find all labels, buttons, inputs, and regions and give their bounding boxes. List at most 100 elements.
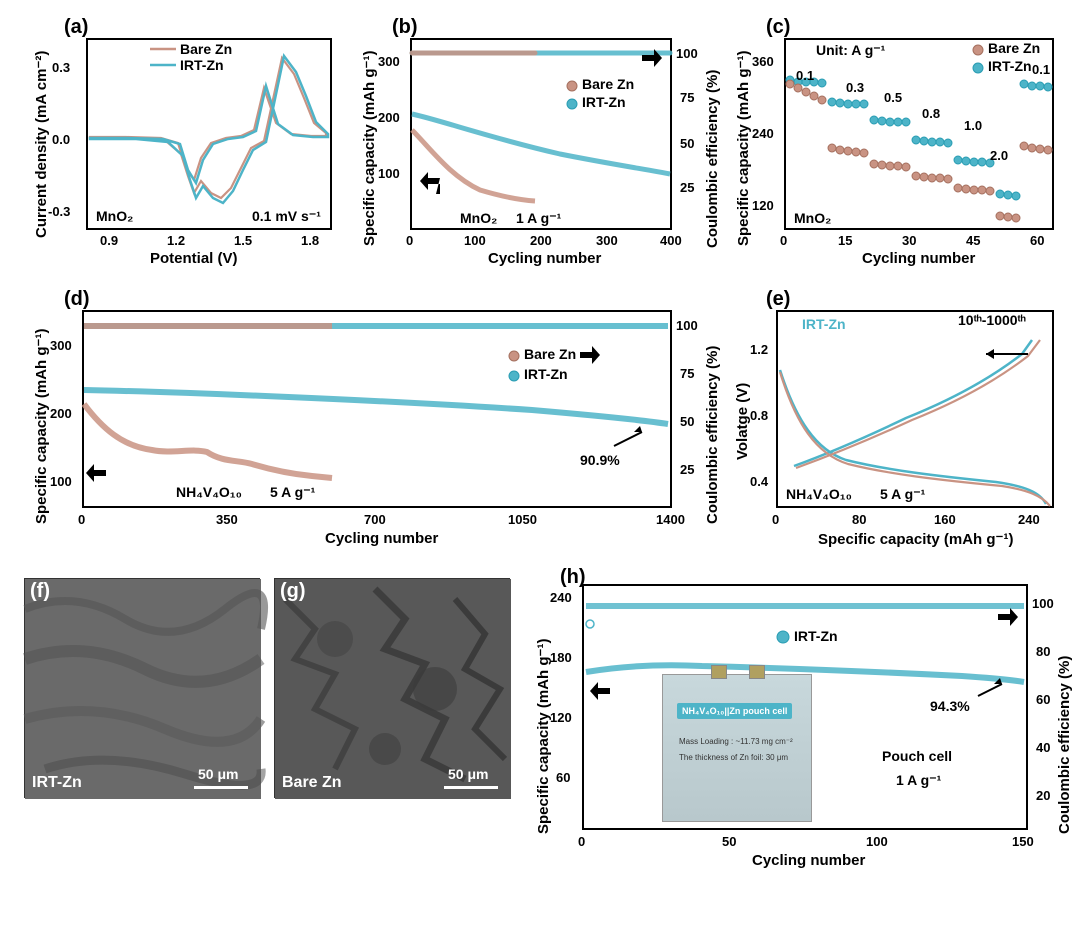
panel-c-xtick: 45 (966, 233, 980, 248)
panel-d-legend-irt: IRT-Zn (524, 366, 568, 382)
panel-e-ytick: 0.4 (750, 474, 768, 489)
panel-e-xtick: 0 (772, 512, 779, 527)
panel-b-xtick: 400 (660, 233, 682, 248)
panel-a-legend-line1 (150, 48, 176, 51)
panel-e-rate: 5 A g⁻¹ (880, 486, 925, 503)
panel-d-ytick: 300 (50, 338, 72, 353)
panel-d-y2tick: 50 (680, 414, 694, 429)
panel-a-xtick: 1.8 (301, 233, 319, 248)
pouch-title: NH₄V₄O₁₀||Zn pouch cell (677, 703, 792, 719)
panel-c-xtick: 15 (838, 233, 852, 248)
panel-f-scalebar (194, 786, 248, 789)
panel-c-legend-irt: IRT-Zn (988, 58, 1032, 74)
panel-h-rate: 1 A g⁻¹ (896, 772, 941, 789)
panel-d-ylabel: Specific capacity (mAh g⁻¹) (32, 329, 50, 524)
panel-f-scale: 50 μm (198, 766, 238, 782)
panel-c-xtick: 60 (1030, 233, 1044, 248)
panel-c-r1: 0.3 (846, 80, 864, 95)
panel-d-label: (d) (64, 288, 90, 311)
panel-c-mno2: MnO₂ (794, 210, 831, 226)
pouch-cell-photo: NH₄V₄O₁₀||Zn pouch cell Mass Loading : ~… (662, 674, 812, 822)
panel-f-sem (24, 578, 260, 798)
panel-d-ytick: 100 (50, 474, 72, 489)
panel-b-legend-bare: Bare Zn (582, 76, 634, 92)
pouch-mass: Mass Loading : ~11.73 mg cm⁻² (679, 737, 793, 746)
panel-b-legend-irt: IRT-Zn (582, 94, 626, 110)
panel-h-y2tick: 20 (1036, 788, 1050, 803)
panel-b-label: (b) (392, 16, 418, 39)
panel-c-ytick: 120 (752, 198, 774, 213)
panel-h-ytick: 120 (550, 710, 572, 725)
panel-h-y2tick: 80 (1036, 644, 1050, 659)
panel-h-y2tick: 100 (1032, 596, 1054, 611)
panel-d-xlabel: Cycling number (325, 530, 438, 547)
panel-c-xtick: 30 (902, 233, 916, 248)
panel-e-ytick: 1.2 (750, 342, 768, 357)
panel-f-label: (f) (30, 580, 50, 603)
panel-d-data (82, 310, 672, 508)
panel-e-ytick: 0.8 (750, 408, 768, 423)
panel-h-ytick: 60 (556, 770, 570, 785)
panel-b-mno2: MnO₂ (460, 210, 497, 226)
panel-g-scale: 50 μm (448, 766, 488, 782)
panel-b-xtick: 0 (406, 233, 413, 248)
panel-c-legend-bare: Bare Zn (988, 40, 1040, 56)
panel-h: (h) Specific capacity (mAh g⁻¹) Coulombi… (522, 566, 1062, 876)
panel-b-xtick: 100 (464, 233, 486, 248)
panel-b-ytick: 200 (378, 110, 400, 125)
panel-b-y2label: Coulombic efficiency (%) (704, 70, 721, 248)
panel-a-ytick: 0.3 (52, 60, 70, 75)
panel-d-xtick: 1050 (508, 512, 537, 527)
panel-b: (b) Specific capacity (mAh g⁻¹) Coulombi… (348, 18, 710, 272)
panel-h-xtick: 50 (722, 834, 736, 849)
panel-d-y2tick: 25 (680, 462, 694, 477)
panel-b-leg2 (566, 98, 578, 110)
panel-d-legend-bare: Bare Zn (524, 346, 576, 362)
panel-h-xtick: 0 (578, 834, 585, 849)
panel-b-y2tick: 100 (676, 46, 698, 61)
panel-h-y2tick: 60 (1036, 692, 1050, 707)
panel-d-y2tick: 100 (676, 318, 698, 333)
pouch-thick: The thickness of Zn foil: 30 μm (679, 753, 788, 762)
panel-b-leg1 (566, 80, 578, 92)
panel-c-r5: 2.0 (990, 148, 1008, 163)
panel-d-y2label: Coulombic efficiency (%) (704, 346, 721, 524)
panel-b-xtick: 300 (596, 233, 618, 248)
panel-a-xtick: 1.5 (234, 233, 252, 248)
panel-c-ylabel: Specific capacity (mAh g⁻¹) (734, 51, 752, 246)
panel-c-ytick: 240 (752, 126, 774, 141)
panel-h-xtick: 100 (866, 834, 888, 849)
panel-c-xtick: 0 (780, 233, 787, 248)
panel-h-legend-irt: IRT-Zn (794, 628, 838, 644)
panel-e-xtick: 240 (1018, 512, 1040, 527)
panel-a-xlabel: Potential (V) (150, 250, 238, 267)
panel-h-ytick: 180 (550, 650, 572, 665)
panel-c-label: (c) (766, 16, 790, 39)
panel-e-curves (776, 310, 1054, 508)
panel-d-mat: NH₄V₄O₁₀ (176, 484, 242, 500)
panel-c-r3: 0.8 (922, 106, 940, 121)
panel-d-ytick: 200 (50, 406, 72, 421)
panel-b-ylabel: Specific capacity (mAh g⁻¹) (360, 51, 378, 246)
panel-b-ytick: 100 (378, 166, 400, 181)
panel-h-y2label: Coulombic efficiency (%) (1056, 656, 1073, 834)
panel-d-y2tick: 75 (680, 366, 694, 381)
panel-a-legend-irt: IRT-Zn (180, 57, 224, 73)
panel-g-scalebar (444, 786, 498, 789)
panel-c-unit: Unit: A g⁻¹ (816, 42, 885, 59)
panel-h-ret: 94.3% (930, 698, 970, 714)
panel-b-xtick: 200 (530, 233, 552, 248)
panel-b-ytick: 300 (378, 54, 400, 69)
panel-h-ytick: 240 (550, 590, 572, 605)
panel-c-ytick: 360 (752, 54, 774, 69)
panel-h-y2tick: 40 (1036, 740, 1050, 755)
panel-c-xlabel: Cycling number (862, 250, 975, 267)
panel-d-ret: 90.9% (580, 452, 620, 468)
panel-d-xtick: 700 (364, 512, 386, 527)
panel-d-xtick: 350 (216, 512, 238, 527)
panel-a-ytick: -0.3 (48, 204, 70, 219)
panel-c-leg2 (972, 62, 984, 74)
panel-e-mat: NH₄V₄O₁₀ (786, 486, 852, 502)
panel-d-leg2 (508, 370, 520, 382)
panel-c-r2: 0.5 (884, 90, 902, 105)
